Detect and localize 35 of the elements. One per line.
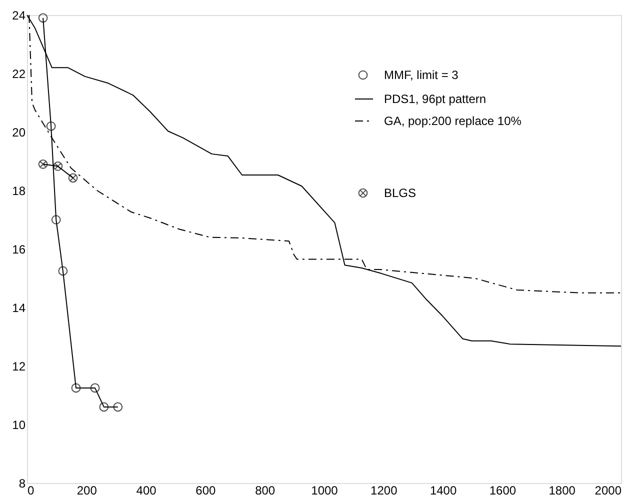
y-tick-label: 18 xyxy=(12,184,26,198)
y-tick-label: 24 xyxy=(12,8,26,22)
legend-label: PDS1, 96pt pattern xyxy=(384,92,486,106)
legend-label: BLGS xyxy=(384,186,416,200)
point xyxy=(113,402,123,412)
point xyxy=(38,159,48,169)
x-tick-label: 1200 xyxy=(370,484,398,498)
point xyxy=(71,383,81,393)
y-tick-label: 22 xyxy=(12,67,26,81)
y-tick-label: 16 xyxy=(12,242,26,256)
x-tick-label: 800 xyxy=(255,484,276,498)
x-tick-label: 600 xyxy=(196,484,216,498)
point xyxy=(99,402,109,412)
y-tick-label: 12 xyxy=(12,360,26,374)
x-tick-label: 1800 xyxy=(548,484,576,498)
point xyxy=(51,215,61,224)
point xyxy=(68,173,78,183)
y-tick-label: 20 xyxy=(12,126,26,140)
x-tick-label: 1000 xyxy=(311,484,338,498)
legend-label: MMF, limit = 3 xyxy=(384,68,459,82)
point xyxy=(38,13,48,23)
y-tick-label: 14 xyxy=(12,301,26,315)
point xyxy=(46,121,56,131)
x-tick-label: 2000 xyxy=(594,484,622,498)
point xyxy=(53,162,63,171)
x-tick-label: 1400 xyxy=(430,484,457,498)
x-tick-label: 200 xyxy=(76,484,98,498)
x-tick-label: 0 xyxy=(28,484,34,498)
point xyxy=(58,266,68,276)
x-tick-label: 400 xyxy=(136,484,157,498)
y-tick-label: 10 xyxy=(12,418,26,432)
y-tick-label: 8 xyxy=(18,476,26,490)
legend-label: GA, pop:200 replace 10% xyxy=(384,114,522,128)
point xyxy=(90,383,100,393)
x-tick-label: 1600 xyxy=(489,484,516,498)
